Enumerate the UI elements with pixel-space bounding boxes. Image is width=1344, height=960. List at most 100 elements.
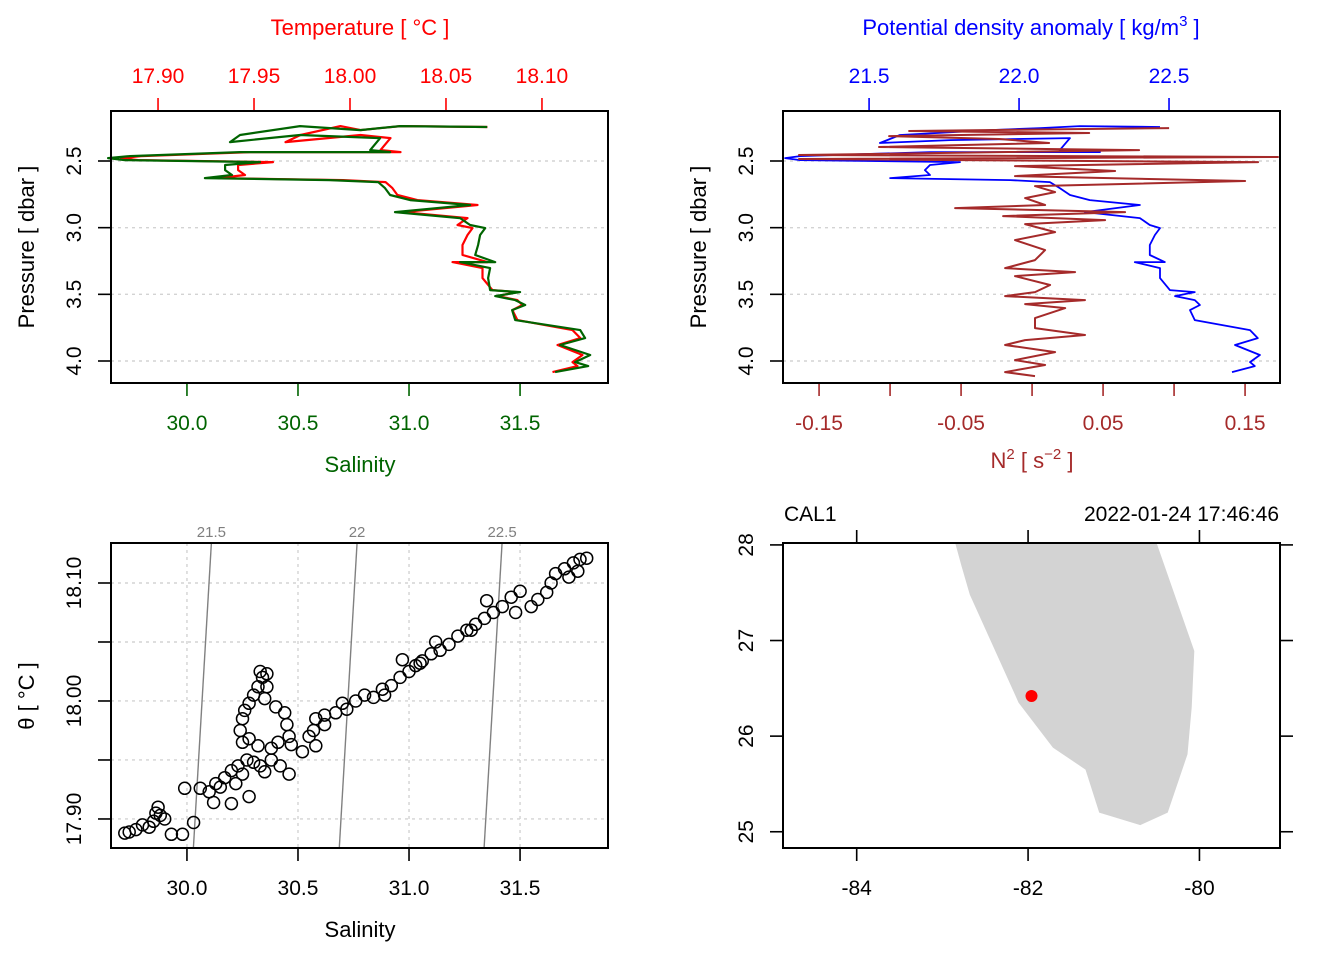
temperature-axis-title: Temperature [ °C ] xyxy=(271,15,450,40)
pressure-tick-label: 3.5 xyxy=(735,280,758,309)
ts-point xyxy=(242,731,256,746)
isopycnal-line xyxy=(338,542,358,849)
n2-label: N xyxy=(991,448,1007,473)
pressure-gridlines xyxy=(111,160,608,362)
ts-point xyxy=(202,785,216,799)
pressure-axis: 2.5 3.0 3.5 4.0 xyxy=(735,146,783,376)
ts-point xyxy=(357,688,372,702)
ts-point xyxy=(235,767,250,781)
density-axis: 21.5 22.0 22.5 xyxy=(849,65,1190,111)
ts-point xyxy=(251,739,265,753)
theta-tick-label: 18.10 xyxy=(63,557,86,610)
n2-tick-label: -0.15 xyxy=(795,412,843,435)
salinity-tick-label: 31.5 xyxy=(500,412,541,435)
profile-lines xyxy=(784,125,1279,378)
n2-axis-title: N2 [ s−2 ] xyxy=(991,446,1074,473)
plot-frame xyxy=(110,110,609,384)
density-unit: kg/m xyxy=(1131,15,1179,40)
ts-point xyxy=(235,711,250,726)
ts-point xyxy=(282,729,296,744)
ts-point xyxy=(377,688,392,702)
plot-frame xyxy=(110,542,609,849)
ts-point xyxy=(284,737,299,752)
density-unit-sup: 3 xyxy=(1179,13,1187,30)
ts-point xyxy=(240,753,254,767)
profile-lines xyxy=(106,124,592,374)
density-tick-label: 21.5 xyxy=(849,65,890,88)
temperature-tick-label: 18.00 xyxy=(324,65,377,88)
ts-point xyxy=(177,781,192,796)
salinity-axis: 30.0 30.5 31.0 31.5 xyxy=(167,383,541,435)
ts-point xyxy=(224,796,239,811)
ts-point xyxy=(237,703,252,718)
station-datetime: 2022-01-24 17:46:46 xyxy=(1084,503,1279,526)
n2-unit: s xyxy=(1033,448,1044,473)
salinity-tick-label: 30.5 xyxy=(278,412,319,435)
ts-point xyxy=(257,691,272,706)
grid xyxy=(111,543,608,848)
ts-point xyxy=(384,678,399,693)
plot-frame xyxy=(782,542,1281,849)
ts-point xyxy=(273,759,287,773)
isopycnal-label: 22.5 xyxy=(487,524,516,541)
station-map-panel: -84 -82 -80 25 26 27 28 CAL1 2022-01-24 17:46… xyxy=(735,503,1293,900)
density-tick-label: 22.5 xyxy=(1149,65,1190,88)
theta-axis-title: θ [ °C ] xyxy=(14,662,39,729)
ts-point xyxy=(264,741,279,755)
ts-point xyxy=(193,781,208,796)
station-marker[interactable] xyxy=(1025,689,1038,702)
longitude-axis-top xyxy=(855,530,1201,543)
temperature-tick-label: 18.05 xyxy=(420,65,473,88)
isopycnal-label: 21.5 xyxy=(197,524,226,541)
ts-point xyxy=(508,605,523,620)
salinity-axis: 30.0 30.5 31.0 31.5 xyxy=(167,848,541,900)
ts-point xyxy=(579,551,594,565)
coastline-land xyxy=(955,543,1195,826)
ts-point xyxy=(175,827,190,842)
ts-point xyxy=(253,664,267,679)
ts-point xyxy=(566,556,581,570)
pressure-tick-label: 3.0 xyxy=(735,213,758,242)
salinity-tick-label: 31.5 xyxy=(500,877,541,900)
ts-point xyxy=(335,696,350,711)
salinity-tick-label: 31.0 xyxy=(389,412,430,435)
pressure-tick-label: 4.0 xyxy=(63,346,86,375)
theta-tick-label: 18.00 xyxy=(63,675,86,728)
temperature-tick-label: 17.95 xyxy=(228,65,281,88)
n2-label-sup: 2 xyxy=(1006,446,1014,463)
n2-line xyxy=(798,127,1279,378)
ts-point xyxy=(242,789,256,804)
ts-point xyxy=(317,717,332,732)
longitude-axis: -84 -82 -80 xyxy=(842,848,1215,900)
ts-point xyxy=(442,637,456,652)
ts-point xyxy=(282,767,296,781)
density-tick-label: 22.0 xyxy=(999,65,1040,88)
isopycnals: 21.5 22 22.5 xyxy=(192,524,517,849)
n2-tick-label: -0.05 xyxy=(937,412,985,435)
ts-point xyxy=(242,696,256,711)
ts-point xyxy=(260,667,274,681)
ts-point xyxy=(151,800,165,814)
ts-point xyxy=(164,827,179,842)
pressure-tick-label: 3.0 xyxy=(63,213,86,242)
ts-profile-panel: Temperature [ °C ] 17.90 17.95 18.00 18.05 1… xyxy=(14,15,609,477)
longitude-tick-label: -80 xyxy=(1184,877,1214,900)
n2-axis: -0.15 -0.05 0.05 0.15 xyxy=(795,383,1266,435)
ts-point xyxy=(309,739,323,753)
ts-point xyxy=(413,656,427,670)
ts-point xyxy=(295,744,310,759)
ts-point xyxy=(186,815,201,830)
salinity-tick-label: 30.5 xyxy=(278,877,319,900)
isopycnal-label: 22 xyxy=(349,524,366,541)
pressure-tick-label: 3.5 xyxy=(63,280,86,309)
ts-point xyxy=(122,825,136,839)
salinity-tick-label: 30.0 xyxy=(167,412,208,435)
theta-axis: 17.90 18.00 18.10 xyxy=(63,557,111,845)
ts-point xyxy=(531,592,545,607)
latitude-tick-label: 28 xyxy=(735,533,758,556)
salinity-line xyxy=(106,124,592,374)
density-n2-panel: Potential density anomaly [ kg/m3 ] 21.5… xyxy=(686,13,1281,473)
ts-point xyxy=(153,808,168,823)
pressure-axis-title: Pressure [ dbar ] xyxy=(686,166,711,329)
